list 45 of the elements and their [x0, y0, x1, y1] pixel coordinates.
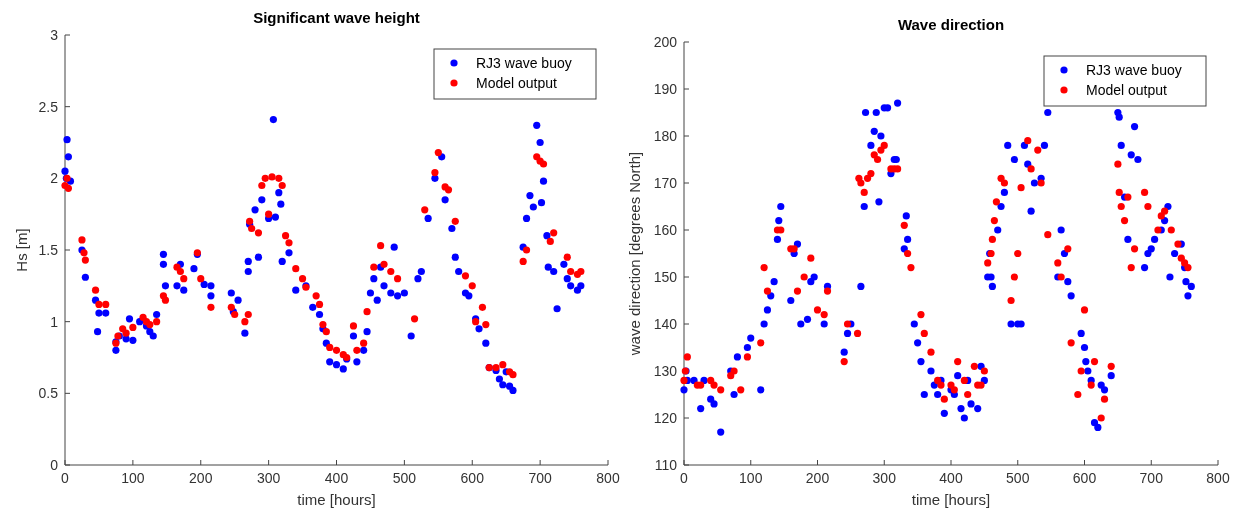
y-tick-label: 1.5	[38, 242, 59, 258]
y-tick-label: 140	[653, 316, 678, 332]
x-tick-label: 400	[939, 470, 963, 486]
y-axis-title: wave direction [degrees North]	[626, 151, 643, 357]
y-tick-label: 150	[653, 269, 678, 285]
x-tick-label: 200	[805, 470, 830, 486]
legend-label: Model output	[1086, 82, 1168, 98]
y-tick-label: 120	[653, 410, 678, 426]
y-tick-label: 110	[654, 457, 678, 473]
x-tick-label: 800	[1206, 470, 1230, 486]
x-tick-label: 200	[189, 470, 213, 486]
y-tick-label: 170	[653, 175, 678, 191]
x-tick-label: 0	[61, 470, 70, 486]
y-tick-label: 200	[653, 34, 678, 50]
x-tick-label: 800	[596, 470, 620, 486]
x-axis-title: time [hours]	[911, 491, 991, 508]
x-tick-label: 600	[1072, 470, 1097, 486]
x-tick-label: 300	[256, 470, 281, 486]
y-tick-label: 180	[653, 128, 678, 144]
y-tick-label: 2	[50, 170, 59, 187]
legend-label: RJ3 wave buoy	[1086, 62, 1182, 78]
x-tick-label: 0	[680, 470, 689, 486]
legend-label: RJ3 wave buoy	[476, 55, 572, 71]
x-tick-label: 700	[1139, 470, 1164, 486]
y-tick-label: 0.5	[38, 385, 59, 402]
x-tick-label: 400	[324, 470, 349, 486]
x-tick-label: 700	[528, 470, 553, 486]
chart-title: Significant wave height	[253, 9, 420, 26]
x-tick-label: 500	[392, 470, 417, 486]
x-tick-label: 100	[739, 470, 763, 486]
y-tick-label: 190	[653, 81, 678, 97]
x-tick-label: 100	[121, 470, 145, 486]
y-tick-label: 0	[50, 457, 59, 473]
x-tick-label: 300	[872, 470, 897, 486]
x-axis-title: time [hours]	[297, 491, 376, 508]
y-tick-label: 130	[653, 363, 678, 379]
y-tick-label: 2.5	[38, 98, 59, 115]
y-axis-title: Hs [m]	[13, 228, 30, 272]
legend-label: Model output	[476, 75, 558, 91]
y-tick-label: 1	[50, 313, 59, 330]
y-tick-label: 3	[50, 27, 59, 43]
x-tick-label: 600	[460, 470, 485, 486]
y-tick-label: 160	[653, 222, 678, 238]
chart-title: Wave direction	[897, 16, 1005, 33]
x-tick-label: 500	[1006, 470, 1030, 486]
